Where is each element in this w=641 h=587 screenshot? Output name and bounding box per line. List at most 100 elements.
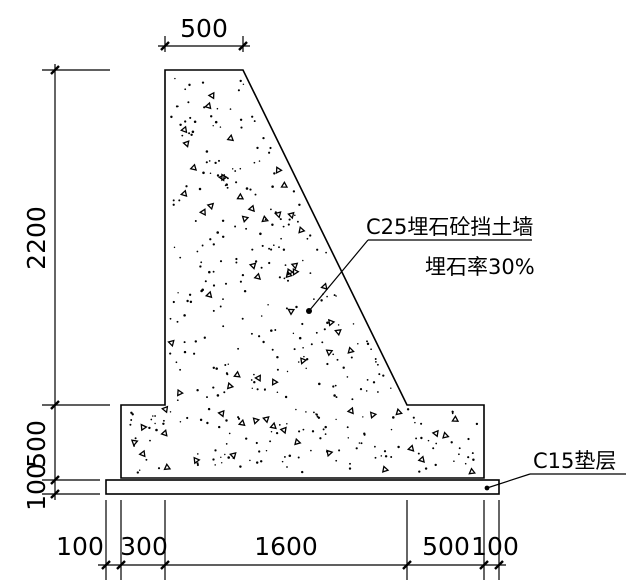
aggregate-dot: [134, 437, 137, 440]
aggregate-dot: [228, 432, 231, 435]
aggregate-dot: [366, 340, 368, 343]
aggregate-dot: [176, 320, 179, 323]
aggregate-dot: [335, 396, 338, 399]
aggregate-dot: [196, 463, 199, 467]
aggregate-dot: [212, 458, 215, 461]
aggregate-dot: [390, 456, 393, 458]
aggregate-stone: [346, 406, 354, 415]
aggregate-dot: [310, 449, 312, 452]
aggregate-dot: [333, 294, 336, 297]
aggregate-dot: [175, 361, 178, 364]
aggregate-dot: [366, 342, 370, 346]
aggregate-dot: [169, 411, 172, 413]
aggregate-dot: [205, 161, 208, 164]
aggregate-dot: [209, 238, 212, 241]
aggregate-dot: [251, 248, 254, 251]
aggregate-dot: [253, 381, 256, 384]
aggregate-dot: [374, 456, 377, 459]
aggregate-dot: [363, 433, 366, 436]
aggregate-stone: [252, 417, 261, 425]
aggregate-stone: [161, 405, 169, 414]
aggregate-dot: [472, 458, 475, 462]
aggregate-dot: [278, 424, 281, 426]
aggregate-dot: [268, 247, 271, 250]
aggregate-dot: [176, 399, 179, 402]
aggregate-dot: [207, 407, 211, 411]
aggregate-dot: [259, 232, 262, 236]
aggregate-dot: [390, 428, 393, 431]
aggregate-dot: [212, 270, 215, 273]
aggregate-dot: [406, 408, 410, 411]
aggregate-dot: [217, 159, 221, 162]
aggregate-stone: [280, 181, 289, 188]
aggregate-dot: [225, 372, 228, 375]
aggregate-dot: [203, 106, 206, 109]
aggregate-dot: [131, 413, 134, 416]
aggregate-dot: [183, 341, 186, 344]
aggregate-dot: [225, 183, 228, 186]
aggregate-dot: [286, 279, 290, 282]
aggregate-dot: [471, 452, 474, 455]
aggregate-dot: [315, 331, 318, 334]
aggregate-dot: [458, 453, 460, 456]
aggregate-dot: [306, 358, 309, 361]
aggregate-dot: [313, 411, 315, 414]
aggregate-dot: [286, 370, 289, 373]
aggregate-dot: [333, 394, 336, 397]
aggregate-dot: [321, 341, 324, 344]
aggregate-dot: [172, 199, 175, 202]
aggregate-dot: [450, 441, 453, 444]
aggregate-dot: [382, 374, 385, 377]
aggregate-dot: [262, 340, 265, 344]
stone-ratio-label: 埋石率30%: [425, 255, 535, 279]
aggregate-dot: [235, 181, 238, 184]
aggregate-dot: [298, 336, 302, 340]
aggregate-dot: [278, 246, 280, 249]
aggregate-dot: [349, 462, 351, 465]
wall-material-callout: C25埋石砼挡土墙 埋石率30%: [306, 215, 535, 314]
aggregate-dot: [293, 348, 296, 351]
aggregate-stone: [160, 429, 168, 437]
aggregate-stone: [180, 125, 188, 134]
aggregate-dot: [351, 398, 354, 401]
aggregate-dot: [390, 387, 392, 389]
aggregate-dot: [294, 214, 296, 216]
aggregate-dot: [268, 261, 271, 265]
aggregate-stone: [298, 225, 306, 234]
aggregate-dot: [326, 295, 328, 298]
aggregate-dot: [199, 418, 203, 422]
aggregate-dot: [249, 459, 251, 462]
aggregate-stone: [253, 272, 262, 280]
aggregate-dot: [420, 436, 423, 440]
aggregate-dot: [434, 463, 437, 467]
aggregate-dot: [237, 416, 240, 419]
aggregate-dot: [179, 368, 182, 371]
aggregate-dot: [214, 161, 217, 165]
aggregate-dot: [203, 336, 206, 339]
aggregate-dot: [432, 447, 435, 450]
aggregate-stone: [204, 101, 212, 110]
aggregate-dot: [179, 256, 182, 259]
aggregate-dot: [298, 430, 301, 433]
aggregate-dot: [212, 366, 215, 369]
aggregate-dot: [325, 251, 327, 254]
aggregate-dot: [224, 364, 227, 366]
aggregate-dot: [268, 151, 271, 154]
aggregate-dot: [186, 416, 189, 420]
aggregate-dot: [235, 261, 238, 264]
aggregate-dot: [239, 118, 243, 122]
aggregate-dot: [241, 317, 244, 320]
aggregate-stone: [381, 465, 390, 473]
aggregate-dot: [298, 203, 301, 207]
aggregate-dot: [221, 219, 225, 223]
aggregate-dot: [201, 244, 204, 247]
aggregate-dot: [269, 146, 272, 150]
aggregate-stone: [189, 163, 198, 171]
concrete-aggregate-texture: [129, 77, 479, 475]
aggregate-stone: [468, 467, 476, 475]
aggregate-dot: [148, 426, 151, 430]
aggregate-dot: [335, 418, 337, 421]
aggregate-dot: [221, 235, 225, 239]
aggregate-stone: [406, 444, 415, 452]
aggregate-dot: [270, 248, 273, 251]
